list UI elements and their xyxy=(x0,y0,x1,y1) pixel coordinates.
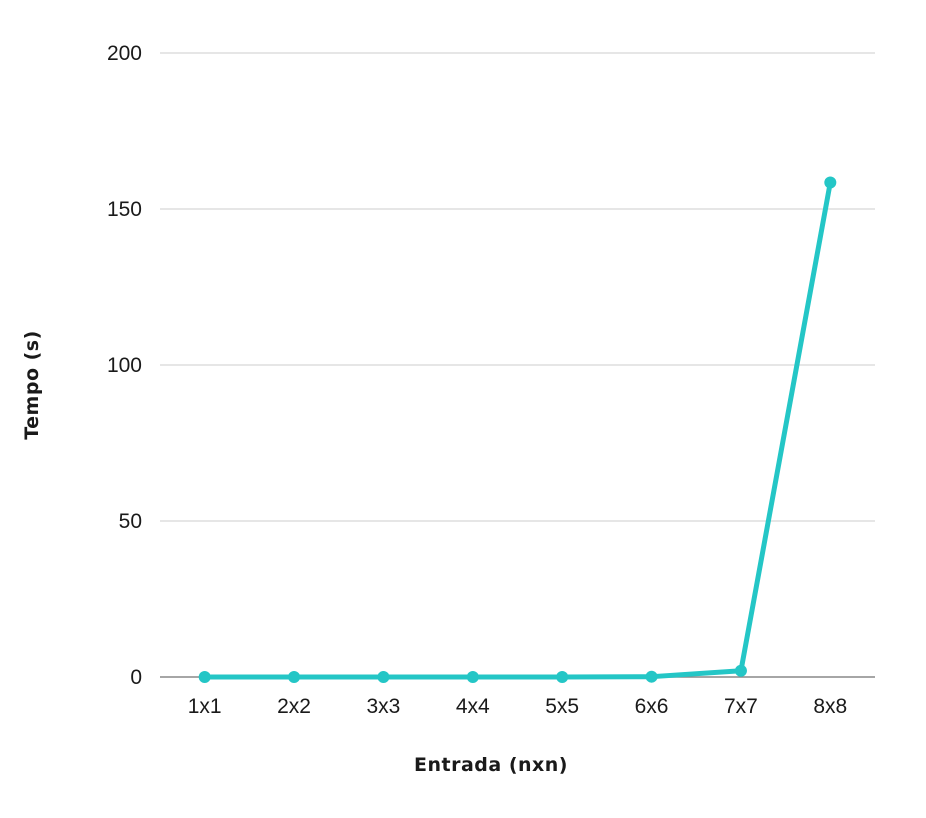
y-tick-label: 200 xyxy=(107,42,142,65)
series-line xyxy=(202,179,833,680)
x-tick-label: 2x2 xyxy=(277,695,311,718)
y-tick-label: 0 xyxy=(130,666,142,689)
data-point xyxy=(734,664,747,677)
y-tick-label: 100 xyxy=(107,354,142,377)
data-point xyxy=(824,176,837,189)
y-axis-ticks: 0 50 100 150 200 xyxy=(107,42,142,689)
x-axis-ticks: 1x1 2x2 3x3 4x4 5x5 6x6 7x7 8x8 xyxy=(188,695,847,718)
data-point xyxy=(645,670,658,683)
data-point xyxy=(288,671,301,683)
x-tick-label: 5x5 xyxy=(545,695,579,718)
x-axis-title: Entrada (nxn) xyxy=(414,754,568,776)
y-axis-title: Tempo (s) xyxy=(21,330,43,440)
x-tick-label: 6x6 xyxy=(635,695,669,718)
x-tick-label: 8x8 xyxy=(813,695,847,718)
y-tick-label: 50 xyxy=(119,510,142,533)
y-tick-label: 150 xyxy=(107,198,142,221)
data-point xyxy=(198,671,211,683)
data-point xyxy=(556,671,569,683)
series-layer xyxy=(198,176,837,683)
x-tick-label: 7x7 xyxy=(724,695,758,718)
data-point xyxy=(377,671,390,683)
x-tick-label: 1x1 xyxy=(188,695,222,718)
data-point xyxy=(466,671,479,683)
x-tick-label: 4x4 xyxy=(456,695,490,718)
gridlines xyxy=(160,52,875,678)
x-tick-label: 3x3 xyxy=(367,695,401,718)
